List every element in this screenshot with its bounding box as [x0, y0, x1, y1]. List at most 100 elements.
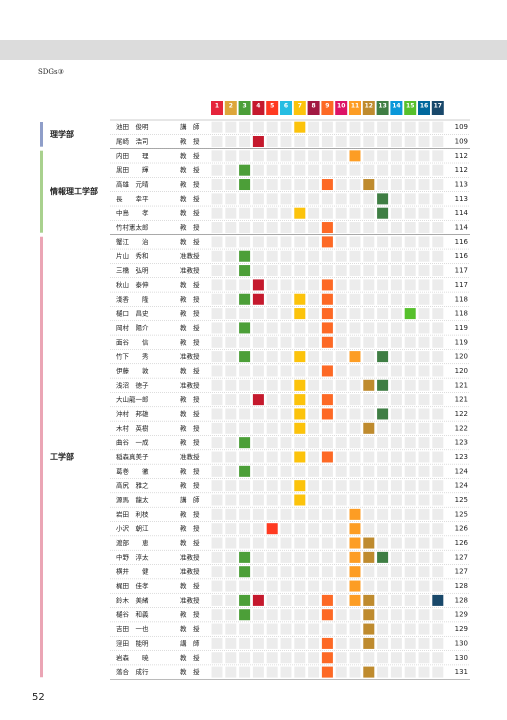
sdg-icon: [432, 594, 444, 606]
sdg-empty-cell: [349, 336, 361, 348]
sdg-empty-cell: [390, 293, 402, 305]
sdg-empty-cell: [363, 336, 375, 348]
page-ref: 128: [455, 596, 468, 604]
sdg-empty-cell: [321, 580, 333, 592]
sdg-empty-cell: [294, 437, 306, 449]
sdg-empty-cell: [404, 164, 416, 176]
sdg-icon: [363, 379, 375, 391]
sdg-empty-cell: [321, 422, 333, 434]
sdg-empty-cell: [349, 250, 361, 262]
member-title: 教 授: [180, 323, 200, 332]
sdg-icon: [294, 480, 306, 492]
sdg-empty-cell: [239, 394, 251, 406]
sdg-icon: [239, 566, 251, 578]
sdg-icon: [377, 207, 389, 219]
sdg-empty-cell: [308, 637, 320, 649]
sdg-empty-cell: [390, 451, 402, 463]
sdg-empty-cell: [294, 164, 306, 176]
sdg-empty-cell: [266, 136, 278, 148]
sdg-empty-cell: [225, 136, 237, 148]
sdg-empty-cell: [335, 523, 347, 535]
sdg-empty-cell: [294, 523, 306, 535]
sdg-empty-cell: [266, 537, 278, 549]
sdg-empty-cell: [280, 437, 292, 449]
sdg-empty-cell: [363, 408, 375, 420]
sdg-empty-cell: [308, 508, 320, 520]
sdg-icon: [294, 293, 306, 305]
sdg-empty-cell: [280, 408, 292, 420]
sdg-empty-cell: [211, 322, 223, 334]
member-title: 教 授: [180, 538, 200, 547]
sdg-empty-cell: [211, 293, 223, 305]
sdg-empty-cell: [377, 594, 389, 606]
sdg-empty-cell: [418, 265, 430, 277]
sdg-empty-cell: [349, 437, 361, 449]
sdg-empty-cell: [266, 465, 278, 477]
sdg-empty-cell: [321, 121, 333, 133]
sdg-empty-cell: [390, 265, 402, 277]
sdg-empty-cell: [225, 121, 237, 133]
sdg-empty-cell: [390, 193, 402, 205]
sdg-empty-cell: [239, 422, 251, 434]
sdg-empty-cell: [239, 637, 251, 649]
sdg-empty-cell: [280, 623, 292, 635]
sdg-empty-cell: [390, 236, 402, 248]
page-ref: 109: [455, 138, 468, 146]
sdg-header-number: 16: [420, 103, 428, 110]
sdg-empty-cell: [294, 279, 306, 291]
sdg-empty-cell: [266, 121, 278, 133]
sdg-empty-cell: [266, 594, 278, 606]
member-name: 中野 淳太: [116, 552, 149, 561]
sdg-empty-cell: [211, 494, 223, 506]
member-name: 淺香 隆: [116, 294, 149, 303]
sdg-empty-cell: [225, 623, 237, 635]
sdg-empty-cell: [211, 480, 223, 492]
sdg-icon: [349, 594, 361, 606]
sdg-empty-cell: [390, 623, 402, 635]
sdg-empty-cell: [335, 265, 347, 277]
sdg-empty-cell: [211, 566, 223, 578]
member-title: 教 授: [180, 309, 200, 318]
sdg-empty-cell: [280, 250, 292, 262]
sdg-icon: [294, 308, 306, 320]
sdg-empty-cell: [390, 351, 402, 363]
sdg-empty-cell: [308, 580, 320, 592]
sdg-empty-cell: [432, 652, 444, 664]
sdg-empty-cell: [266, 265, 278, 277]
sdg-icon: [349, 508, 361, 520]
member-title: 准教授: [180, 452, 200, 461]
sdg-empty-cell: [377, 508, 389, 520]
sdg-empty-cell: [294, 566, 306, 578]
sdg-empty-cell: [363, 566, 375, 578]
sdg-icon: [349, 537, 361, 549]
sdg-empty-cell: [266, 666, 278, 678]
sdg-header-number: 5: [270, 103, 274, 110]
sdg-empty-cell: [377, 293, 389, 305]
sdg-header-number: 13: [378, 103, 386, 110]
sdg-empty-cell: [335, 609, 347, 621]
sdg-empty-cell: [363, 236, 375, 248]
sdg-empty-cell: [404, 451, 416, 463]
sdg-empty-cell: [432, 336, 444, 348]
member-name: 伊藤 敦: [116, 366, 149, 375]
sdg-empty-cell: [266, 437, 278, 449]
page-ref: 118: [455, 295, 468, 303]
sdg-empty-cell: [335, 566, 347, 578]
sdg-empty-cell: [252, 408, 264, 420]
sdg-empty-cell: [335, 164, 347, 176]
sdg-empty-cell: [211, 580, 223, 592]
page-ref: 112: [455, 166, 468, 174]
sdg-empty-cell: [432, 422, 444, 434]
sdg-empty-cell: [266, 279, 278, 291]
sdg-icon: [321, 666, 333, 678]
sdg-empty-cell: [239, 523, 251, 535]
sdg-empty-cell: [266, 222, 278, 234]
sdg-empty-cell: [308, 322, 320, 334]
sdg-empty-cell: [349, 121, 361, 133]
sdg-empty-cell: [308, 609, 320, 621]
sdg-empty-cell: [266, 637, 278, 649]
sdg-header-box: [238, 101, 251, 115]
sdg-icon: [252, 279, 264, 291]
section-label: SDGs③: [38, 68, 64, 76]
sdg-empty-cell: [266, 365, 278, 377]
